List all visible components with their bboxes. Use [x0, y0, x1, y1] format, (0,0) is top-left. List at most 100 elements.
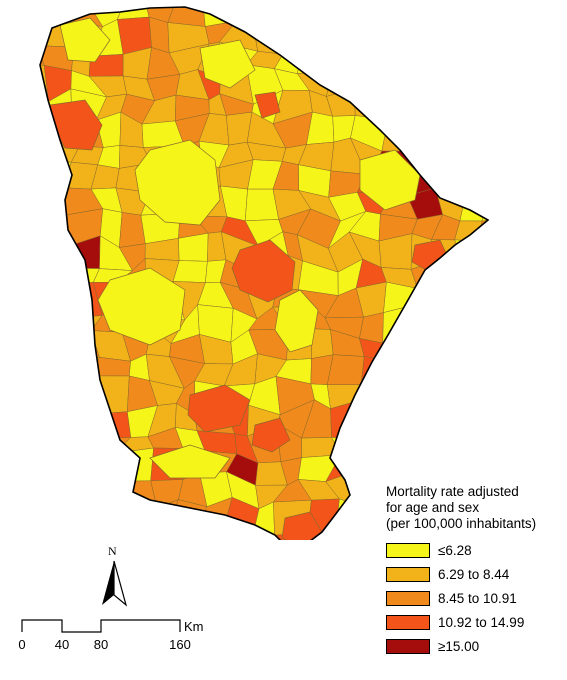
municipality-region [483, 354, 488, 393]
municipality-region [123, 499, 158, 525]
municipality-region [40, 235, 73, 269]
legend-label: 6.29 to 8.44 [438, 566, 510, 582]
municipality-region [484, 70, 488, 104]
municipality-region [362, 7, 383, 29]
municipality-region [254, 91, 281, 119]
municipality-region [533, 291, 565, 319]
municipality-region [491, 266, 518, 293]
municipality-region [412, 287, 441, 307]
municipality-region [40, 160, 50, 196]
municipality-region [434, 136, 464, 176]
municipality-region [402, 330, 445, 365]
municipality-region [324, 7, 367, 20]
municipality-region [64, 474, 103, 509]
municipality-region [467, 338, 488, 359]
municipality-region [62, 357, 100, 379]
municipality-region [116, 522, 156, 540]
municipality-region [43, 281, 71, 319]
municipality-region [531, 433, 567, 462]
municipality-region [40, 218, 47, 236]
municipality-region [463, 164, 488, 192]
municipality-region [40, 424, 72, 464]
municipality-region [407, 377, 439, 416]
municipality-region [537, 215, 567, 243]
municipality-region [50, 315, 71, 334]
municipality-region [91, 524, 134, 540]
scale-tick-label: 0 [18, 637, 26, 652]
municipality-region [484, 93, 488, 119]
municipality-region [378, 379, 411, 411]
scale-unit: Km [184, 619, 204, 634]
municipality-region [509, 140, 542, 166]
municipality-region [167, 7, 206, 27]
municipality-region [40, 7, 75, 23]
municipality-region [379, 28, 417, 54]
municipality-region [507, 340, 540, 359]
municipality-region [460, 136, 488, 176]
municipality-region [62, 499, 92, 529]
municipality-region [478, 240, 488, 269]
map-legend: Mortality rate adjusted for age and sex … [386, 484, 561, 662]
municipality-region [40, 357, 82, 390]
municipality-region [62, 525, 99, 540]
legend-title-line: (per 100,000 inhabitants) [386, 516, 537, 531]
municipality-region [513, 161, 542, 198]
municipality-region [459, 187, 488, 222]
municipality-region [350, 39, 385, 80]
municipality-region [230, 7, 256, 25]
municipality-region [517, 425, 537, 463]
municipality-region [435, 305, 468, 341]
legend-item: ≤6.28 [386, 542, 561, 558]
municipality-region [453, 409, 488, 440]
municipality-region [532, 124, 567, 152]
municipality-region [383, 402, 416, 439]
municipality-region [40, 462, 55, 489]
municipality-region [435, 171, 468, 189]
municipality-region [252, 23, 284, 55]
legend-title-line: Mortality rate adjusted [386, 484, 519, 499]
municipality-region [384, 70, 404, 97]
municipality-region [353, 401, 391, 440]
municipality-region [59, 17, 111, 63]
municipality-region [75, 375, 92, 415]
municipality-region [429, 71, 470, 101]
municipality-region [273, 7, 315, 31]
municipality-region [91, 453, 118, 482]
municipality-region [435, 40, 470, 76]
municipality-region [508, 0, 538, 22]
municipality-region [335, 498, 367, 534]
municipality-region [142, 499, 179, 524]
municipality-region [378, 360, 409, 381]
municipality-region [400, 460, 433, 476]
municipality-region [40, 214, 66, 249]
municipality-region [40, 19, 46, 57]
municipality-region [198, 520, 230, 540]
municipality-region [457, 15, 488, 49]
municipality-region [40, 503, 53, 525]
legend-title: Mortality rate adjusted for age and sex … [386, 484, 561, 532]
municipality-region [40, 363, 41, 392]
legend-label: 8.45 to 10.91 [438, 590, 517, 606]
municipality-region [199, 39, 256, 89]
municipality-region [387, 93, 406, 123]
municipality-region [365, 504, 388, 525]
municipality-region [325, 39, 360, 80]
municipality-region [53, 401, 77, 439]
municipality-region [97, 267, 186, 346]
municipality-region [187, 384, 251, 433]
municipality-region [533, 309, 567, 344]
municipality-region [40, 255, 45, 288]
municipality-region [350, 17, 386, 55]
municipality-region [40, 431, 55, 465]
legend-label: ≤6.28 [438, 542, 472, 558]
municipality-region [149, 444, 231, 479]
municipality-region [40, 333, 52, 368]
municipality-region [404, 121, 444, 152]
municipality-region [409, 402, 439, 437]
municipality-region [381, 119, 415, 152]
municipality-region [478, 160, 488, 199]
municipality-region [415, 29, 445, 43]
municipality-region [509, 22, 545, 45]
municipality-region [40, 113, 43, 142]
municipality-region [401, 431, 432, 464]
